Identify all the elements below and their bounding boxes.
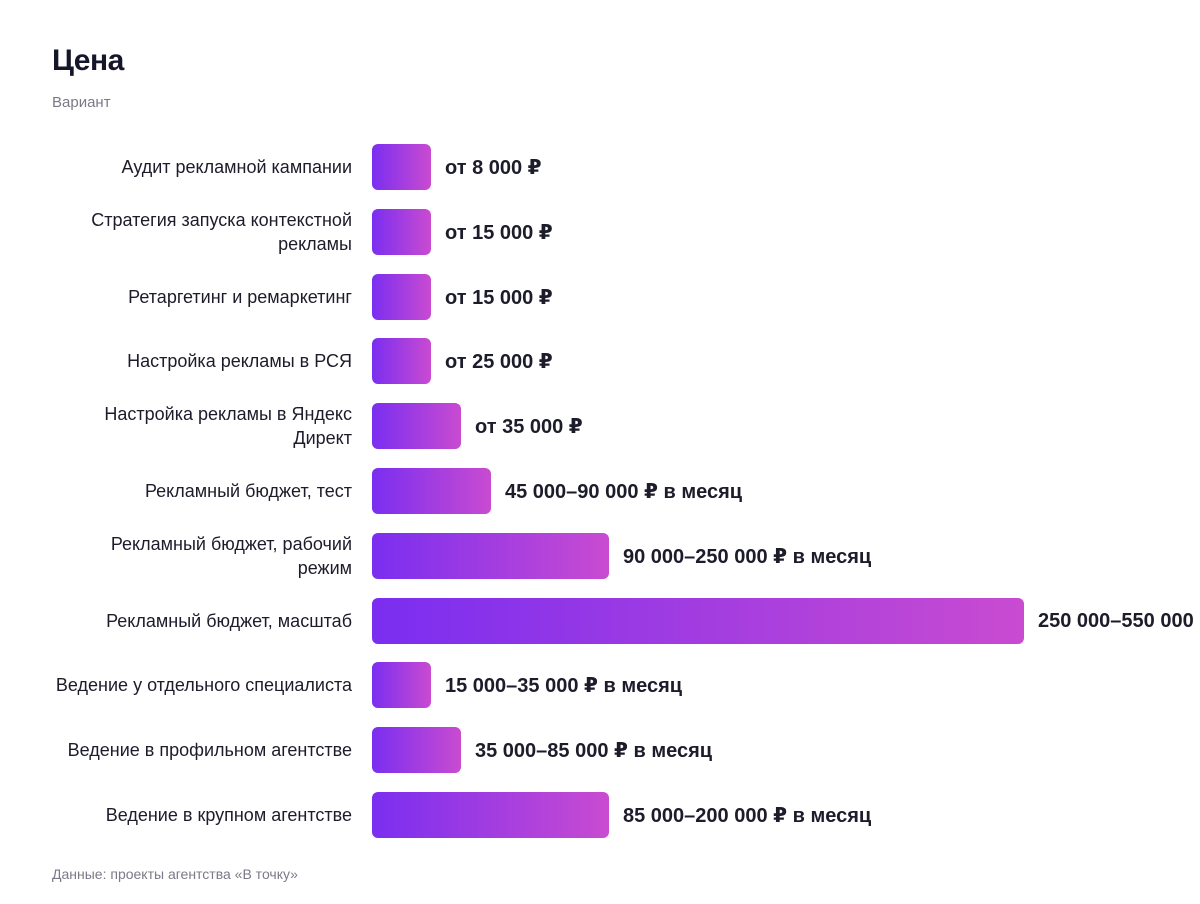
value-label: 45 000–90 000 ₽ в месяц [505,480,743,503]
category-label: Ретаргетинг и ремаркетинг [128,287,352,307]
bar [372,727,461,773]
category-label: Ведение в профильном агентстве [67,740,352,760]
category-label: Ведение в крупном агентстве [105,805,352,825]
value-label: 15 000–35 000 ₽ в месяц [445,674,683,697]
category-label: Настройка рекламы в РСЯ [127,351,352,371]
bar-row: Ведение в крупном агентстве 85 000–200 00… [0,792,1200,838]
value-label: от 8 000 ₽ [445,156,542,179]
chart-source-note: Данные: проекты агентства «В точку» [52,866,298,882]
value-label: 250 000–550 000 [1038,609,1194,632]
bar [372,144,431,190]
bar [372,403,461,449]
value-label: от 15 000 ₽ [445,286,553,309]
bar-row: Настройка рекламы в РСЯ от 25 000 ₽ [0,338,1200,384]
value-label: от 25 000 ₽ [445,350,553,373]
bar-row: Стратегия запуска контекстной рекламы от … [0,209,1200,255]
bar-row: Ведение в профильном агентстве 35 000–85 … [0,727,1200,773]
category-label: Рекламный бюджет, рабочий режим [110,534,352,578]
category-label: Ведение у отдельного специалиста [55,675,352,695]
value-label: 90 000–250 000 ₽ в месяц [623,545,872,568]
bar-row: Рекламный бюджет, тест 45 000–90 000 ₽ в … [0,468,1200,514]
bar [372,468,491,514]
category-label: Аудит рекламной кампании [121,157,352,177]
bar-row: Рекламный бюджет, рабочий режим 90 000–25… [0,533,1200,579]
chart-title: Цена [52,44,124,77]
bar-row: Аудит рекламной кампании от 8 000 ₽ [0,144,1200,190]
category-label: Рекламный бюджет, тест [144,481,352,501]
bar [372,662,431,708]
bar [372,792,609,838]
bar [372,209,431,255]
category-label: Настройка рекламы в Яндекс Директ [104,404,352,448]
bar [372,598,1024,644]
value-label: 85 000–200 000 ₽ в месяц [623,804,872,827]
chart-subtitle: Вариант [52,94,111,111]
bar-row: Рекламный бюджет, масштаб 250 000–550 000 [0,598,1200,644]
value-label: от 15 000 ₽ [445,221,553,244]
bar [372,274,431,320]
value-label: от 35 000 ₽ [475,415,583,438]
bar [372,533,609,579]
category-label: Рекламный бюджет, масштаб [106,611,352,631]
bar-row: Ретаргетинг и ремаркетинг от 15 000 ₽ [0,274,1200,320]
bar-row: Настройка рекламы в Яндекс Директ от 35 0… [0,403,1200,449]
bar-row: Ведение у отдельного специалиста 15 000–3… [0,662,1200,708]
category-label: Стратегия запуска контекстной рекламы [91,210,352,254]
bar [372,338,431,384]
value-label: 35 000–85 000 ₽ в месяц [475,739,713,762]
